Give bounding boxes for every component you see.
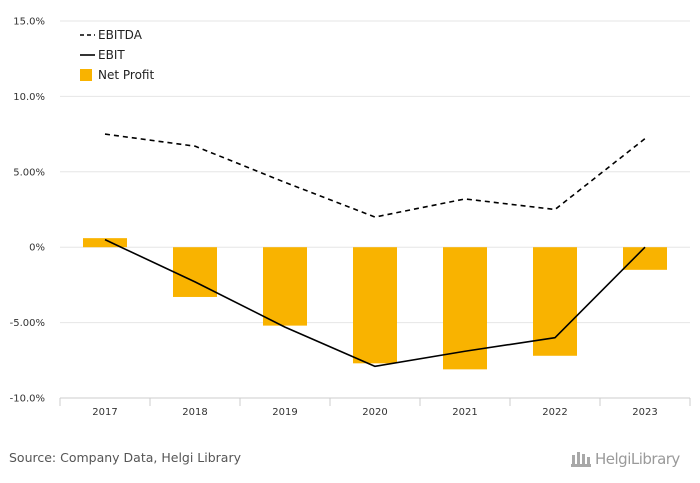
x-tick-label: 2021 [452, 407, 477, 418]
x-tick-label: 2022 [542, 407, 567, 418]
ebitda-line [104, 133, 646, 218]
axes: 15.0% 10.0% 5.00% 0% -5.00% -10.0% 2017 2018 201… [10, 17, 691, 418]
legend-label-net-profit: Net Profit [98, 68, 154, 82]
net-profit-bar [263, 247, 307, 326]
legend-label-ebitda: EBITDA [98, 28, 143, 42]
net-profit-bar [83, 238, 127, 248]
y-tick-label: -10.0% [10, 394, 45, 405]
y-tick-label: 10.0% [13, 92, 45, 103]
legend-swatch-net-profit [80, 69, 92, 81]
net-profit-bars [83, 238, 667, 370]
y-tick-label: 15.0% [13, 17, 45, 28]
chart: 15.0% 10.0% 5.00% 0% -5.00% -10.0% 2017 2018 201… [10, 17, 691, 418]
net-profit-bar [623, 247, 667, 270]
y-tick-label: 0% [29, 243, 45, 254]
helgi-library-logo: HelgiLibrary [570, 447, 680, 471]
source-note: Source: Company Data, Helgi Library [9, 450, 242, 465]
x-tick-label: 2020 [362, 407, 387, 418]
net-profit-bar [353, 247, 397, 364]
x-tick-label: 2017 [92, 407, 117, 418]
x-tick-label: 2023 [632, 407, 657, 418]
ebit-line [104, 238, 646, 368]
logo-text: HelgiLibrary [595, 450, 680, 468]
library-building-icon [571, 452, 591, 467]
line-series [104, 133, 646, 368]
legend-label-ebit: EBIT [98, 48, 125, 62]
x-tick-label: 2018 [182, 407, 207, 418]
y-tick-label: -5.00% [10, 318, 45, 329]
y-tick-label: 5.00% [13, 167, 45, 178]
x-tick-label: 2019 [272, 407, 297, 418]
legend: EBITDA EBIT Net Profit [80, 28, 154, 82]
